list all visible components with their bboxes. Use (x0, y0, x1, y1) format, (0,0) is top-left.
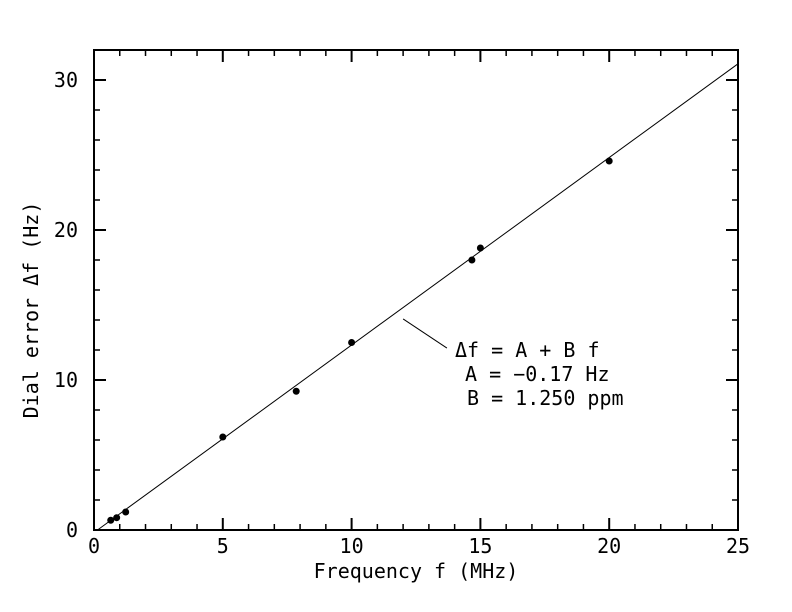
x-tick-label: 5 (217, 534, 229, 558)
x-tick-label: 0 (88, 534, 100, 558)
data-point (122, 508, 130, 516)
data-point (113, 514, 121, 522)
x-axis-title: Frequency f (MHz) (314, 559, 519, 583)
annotation-line-equation: Δf = A + B f (455, 338, 600, 362)
plot-generated-layer: 0 5 10 15 20 25 0 10 20 30 (54, 49, 750, 558)
data-point (348, 339, 356, 346)
x-tick-label: 15 (468, 534, 492, 558)
fit-annotation: Δf = A + B f A = −0.17 Hz B = 1.250 ppm (455, 338, 624, 410)
data-point (292, 387, 300, 395)
data-point (219, 433, 227, 441)
data-point (107, 516, 115, 524)
x-tick-label: 20 (597, 534, 621, 558)
annotation-line-intercept: A = −0.17 Hz (465, 362, 610, 386)
data-point (476, 244, 484, 252)
x-tick-label: 25 (726, 534, 750, 558)
data-point (468, 256, 476, 264)
y-axis-title: Dial error Δf (Hz) (19, 202, 43, 419)
annotation-line-slope: B = 1.250 ppm (467, 386, 624, 410)
y-tick-label: 0 (66, 518, 78, 542)
y-tick-label: 30 (54, 68, 78, 92)
x-tick-label: 10 (340, 534, 364, 558)
y-tick-label: 20 (54, 218, 78, 242)
fit-line (97, 63, 739, 531)
y-tick-label: 10 (54, 368, 78, 392)
annotation-pointer-line (402, 318, 448, 349)
data-point (605, 157, 613, 165)
plot-frame (93, 49, 739, 531)
